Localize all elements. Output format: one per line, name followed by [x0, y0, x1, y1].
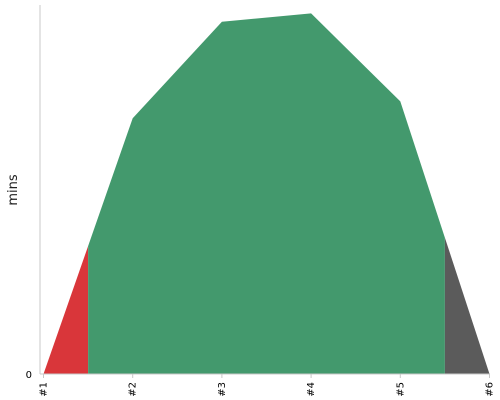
x-tick-label: #1: [39, 382, 50, 397]
x-tick-labels: #1 #2 #3 #4 #5 #6: [39, 374, 496, 397]
x-tick-label: #2: [128, 382, 139, 397]
x-tick-label: #6: [485, 382, 496, 397]
area-segments: [43, 13, 490, 375]
y-axis-title: mins: [6, 174, 21, 206]
area-segment-3: [444, 237, 490, 374]
area-segment-1: [43, 246, 89, 374]
y-tick-label: 0: [26, 370, 32, 381]
x-tick-label: #4: [306, 382, 317, 397]
y-tick-labels: 0: [26, 370, 32, 381]
area-segment-2: [88, 13, 445, 375]
x-tick-label: #3: [217, 382, 228, 397]
x-tick-label: #5: [395, 382, 406, 397]
